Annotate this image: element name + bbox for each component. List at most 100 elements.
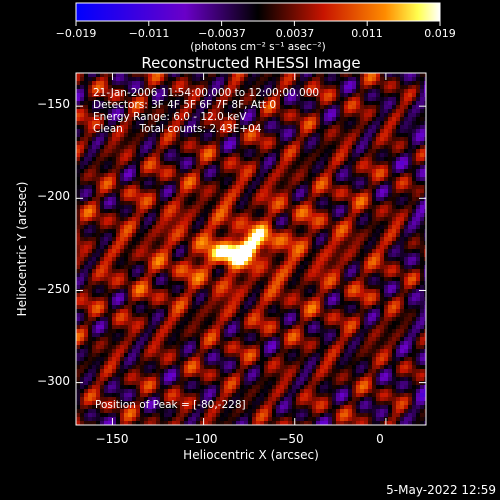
heatmap-cell xyxy=(352,201,357,206)
heatmap-cell xyxy=(392,113,397,118)
heatmap-cell xyxy=(160,97,165,102)
heatmap-cell xyxy=(124,293,129,298)
heatmap-cell xyxy=(364,209,369,214)
heatmap-cell xyxy=(248,245,253,250)
heatmap-cell xyxy=(404,133,409,138)
heatmap-cell xyxy=(140,193,145,198)
heatmap-cell xyxy=(368,113,373,118)
heatmap-cell xyxy=(264,241,269,246)
heatmap-cell xyxy=(92,157,97,162)
heatmap-cell xyxy=(256,221,261,226)
heatmap-cell xyxy=(92,229,97,234)
heatmap-cell xyxy=(424,281,426,286)
heatmap-cell xyxy=(364,169,369,174)
heatmap-cell xyxy=(340,273,345,278)
heatmap-cell xyxy=(212,229,217,234)
heatmap-cell xyxy=(196,241,201,246)
heatmap-cell xyxy=(320,249,325,254)
heatmap-cell xyxy=(288,109,293,114)
heatmap-cell xyxy=(380,253,385,258)
heatmap-cell xyxy=(272,157,277,162)
heatmap-cell xyxy=(332,137,337,142)
heatmap-cell xyxy=(204,129,209,134)
heatmap-cell xyxy=(360,261,365,266)
heatmap-cell xyxy=(264,153,269,158)
heatmap-cell xyxy=(164,193,169,198)
heatmap-cell xyxy=(356,169,361,174)
heatmap-cell xyxy=(212,289,217,294)
heatmap-cell xyxy=(192,89,197,94)
heatmap-cell xyxy=(240,293,245,298)
heatmap-cell xyxy=(100,169,105,174)
heatmap-cell xyxy=(76,129,81,134)
heatmap-cell xyxy=(416,201,421,206)
heatmap-cell xyxy=(368,257,373,262)
heatmap-cell xyxy=(424,237,426,242)
heatmap-cell xyxy=(396,197,401,202)
heatmap-cell xyxy=(420,253,425,258)
heatmap-cell xyxy=(252,169,257,174)
heatmap-cell xyxy=(420,113,425,118)
heatmap-cell xyxy=(96,257,101,262)
heatmap-cell xyxy=(268,245,273,250)
heatmap-cell xyxy=(208,89,213,94)
heatmap-cell xyxy=(368,189,373,194)
heatmap-cell xyxy=(76,293,81,298)
heatmap-cell xyxy=(204,109,209,114)
heatmap-cell xyxy=(236,93,241,98)
heatmap-cell xyxy=(368,157,373,162)
heatmap-cell xyxy=(292,265,297,270)
heatmap-cell xyxy=(320,117,325,122)
heatmap-cell xyxy=(420,117,425,122)
heatmap-cell xyxy=(212,205,217,210)
heatmap-cell xyxy=(328,241,333,246)
heatmap-cell xyxy=(256,217,261,222)
heatmap-cell xyxy=(272,233,277,238)
heatmap-cell xyxy=(336,201,341,206)
heatmap-cell xyxy=(288,205,293,210)
heatmap-cell xyxy=(276,281,281,286)
heatmap-cell xyxy=(392,197,397,202)
heatmap-cell xyxy=(104,181,109,186)
heatmap-cell xyxy=(112,221,117,226)
heatmap-cell xyxy=(380,121,385,126)
heatmap-cell xyxy=(136,277,141,282)
heatmap-cell xyxy=(376,269,381,274)
heatmap-cell xyxy=(372,225,377,230)
heatmap-cell xyxy=(188,145,193,150)
heatmap-cell xyxy=(396,245,401,250)
heatmap-cell xyxy=(180,169,185,174)
heatmap-cell xyxy=(80,157,85,162)
heatmap-cell xyxy=(204,85,209,90)
heatmap-cell xyxy=(152,221,157,226)
heatmap-cell xyxy=(172,201,177,206)
heatmap-cell xyxy=(132,137,137,142)
heatmap-cell xyxy=(196,101,201,106)
heatmap-cell xyxy=(168,269,173,274)
heatmap-cell xyxy=(148,153,153,158)
heatmap-cell xyxy=(272,113,277,118)
heatmap-cell xyxy=(308,249,313,254)
heatmap-cell xyxy=(408,181,413,186)
heatmap-cell xyxy=(240,181,245,186)
heatmap-cell xyxy=(184,133,189,138)
heatmap-cell xyxy=(292,153,297,158)
heatmap-cell xyxy=(168,173,173,178)
heatmap-cell xyxy=(388,93,393,98)
heatmap-cell xyxy=(104,89,109,94)
heatmap-cell xyxy=(108,109,113,114)
heatmap-cell xyxy=(180,73,185,78)
heatmap-cell xyxy=(216,281,221,286)
heatmap-cell xyxy=(348,137,353,142)
heatmap-cell xyxy=(268,277,273,282)
heatmap-cell xyxy=(316,241,321,246)
heatmap-cell xyxy=(184,205,189,210)
heatmap-cell xyxy=(148,209,153,214)
heatmap-cell xyxy=(220,285,225,290)
heatmap-cell xyxy=(192,161,197,166)
heatmap-cell xyxy=(368,101,373,106)
heatmap-cell xyxy=(164,97,169,102)
heatmap-cell xyxy=(80,257,85,262)
heatmap-cell xyxy=(288,177,293,182)
heatmap-cell xyxy=(392,265,397,270)
